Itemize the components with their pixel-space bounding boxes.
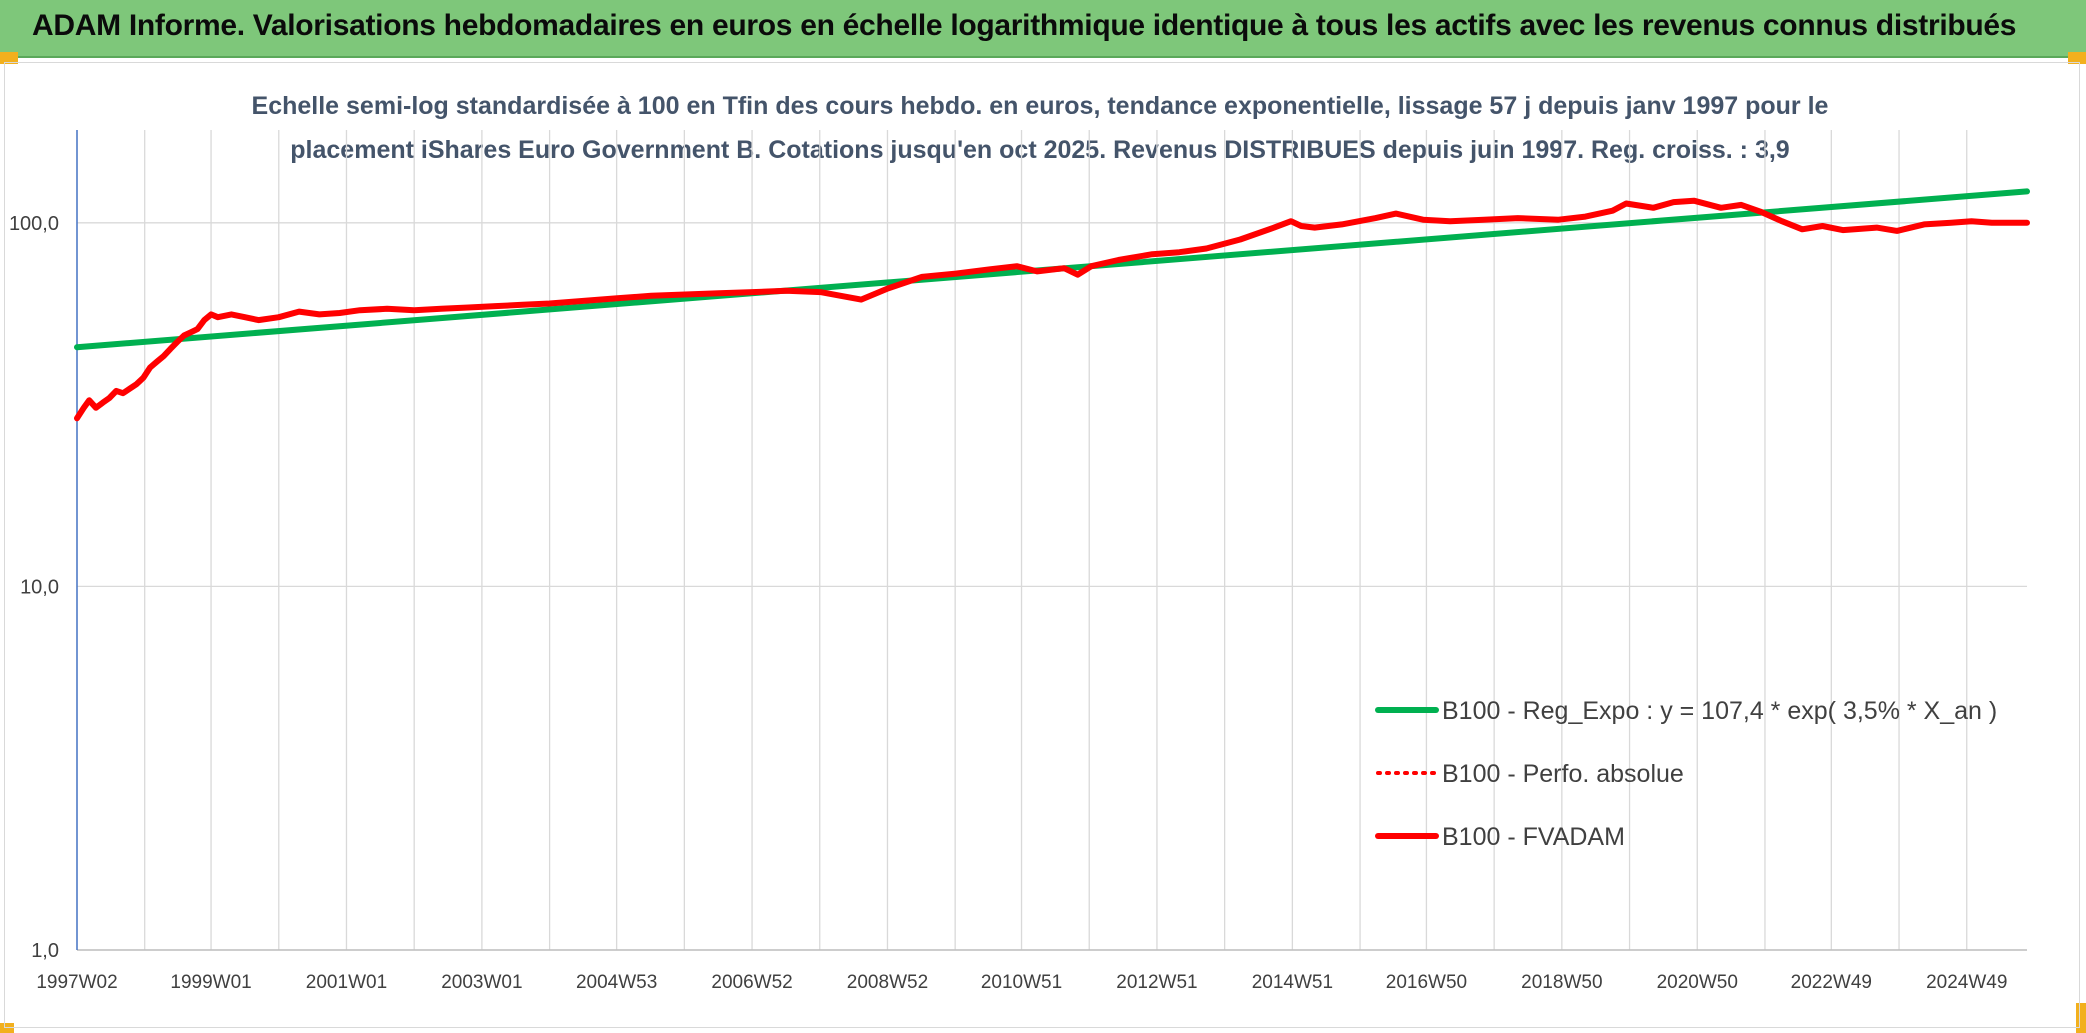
series-line-3 xyxy=(74,197,2030,422)
x-tick-label: 2001W01 xyxy=(306,972,387,993)
chart-subtitle-line-1: Echelle semi-log standardisée à 100 en T… xyxy=(252,92,1829,120)
report-title: ADAM Informe. Valorisations hebdomadaire… xyxy=(32,9,2017,42)
x-tick-label: 1999W01 xyxy=(170,972,251,993)
x-tick-label: 2004W53 xyxy=(576,972,657,993)
x-tick-label: 2018W50 xyxy=(1521,972,1602,993)
legend-label-2: B100 - Perfo. absolue xyxy=(1442,760,1684,788)
corner-marker-bottom-left xyxy=(0,1023,14,1033)
chart-subtitle-line-2: placement iShares Euro Government B. Cot… xyxy=(290,136,1789,164)
chart-legend: B100 - Reg_Expo : y = 107,4 * exp( 3,5% … xyxy=(1375,697,1997,851)
grid-layer xyxy=(77,130,2027,951)
x-tick-label: 2008W52 xyxy=(847,972,928,993)
x-tick-label: 2006W52 xyxy=(711,972,792,993)
x-tick-label: 2003W01 xyxy=(441,972,522,993)
legend-label-1: B100 - Reg_Expo : y = 107,4 * exp( 3,5% … xyxy=(1442,697,1997,725)
x-tick-label: 2014W51 xyxy=(1252,972,1333,993)
y-tick-label: 10,0 xyxy=(20,576,59,598)
x-tick-label: 2016W50 xyxy=(1386,972,1467,993)
axis-layer: 100,0 10,0 1,0 1997W02 1999W01 2001W01 2003W01… xyxy=(9,130,2027,993)
y-tick-label: 1,0 xyxy=(31,940,59,962)
title-banner: ADAM Informe. Valorisations hebdomadaire… xyxy=(0,0,2086,58)
x-tick-label: 1997W02 xyxy=(36,972,117,993)
y-tick-label: 100,0 xyxy=(9,213,59,235)
x-tick-label: 2020W50 xyxy=(1657,972,1738,993)
chart-frame xyxy=(4,62,2080,1028)
x-tick-label: 2010W51 xyxy=(981,972,1062,993)
corner-marker-bottom-right xyxy=(2076,1003,2086,1033)
series-layer xyxy=(74,188,2030,422)
corner-marker-top-right xyxy=(2068,52,2086,64)
legend-label-3: B100 - FVADAM xyxy=(1442,823,1625,851)
x-tick-label: 2022W49 xyxy=(1791,972,1872,993)
corner-marker-top-left xyxy=(0,52,18,64)
x-tick-label: 2024W49 xyxy=(1926,972,2007,993)
x-tick-label: 2012W51 xyxy=(1116,972,1197,993)
